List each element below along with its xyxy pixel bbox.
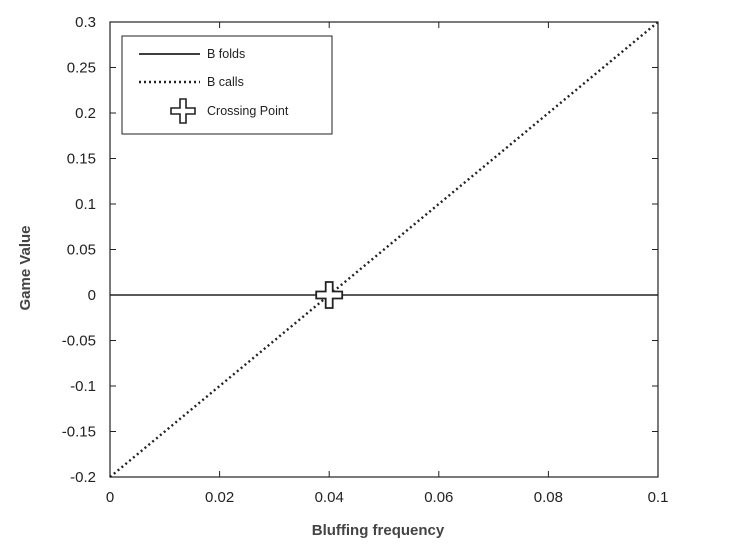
series-line-b-calls xyxy=(109,21,659,478)
y-tick-label: 0.2 xyxy=(75,105,96,122)
marker-layer xyxy=(315,281,344,309)
y-tick-label: 0 xyxy=(88,287,96,304)
x-tick-label: 0.06 xyxy=(424,489,453,506)
legend-box xyxy=(121,35,333,135)
legend-swatch-crossing-point-icon xyxy=(170,98,196,124)
x-tick-label: 0.1 xyxy=(648,489,669,506)
y-tick-label: -0.05 xyxy=(62,333,96,350)
y-tick-label: 0.3 xyxy=(75,14,96,31)
x-tick-label: 0 xyxy=(106,489,114,506)
y-tick-label: 0.05 xyxy=(67,242,96,259)
legend-label-b-calls: B calls xyxy=(207,75,244,89)
y-tick-label: -0.2 xyxy=(70,469,96,486)
x-ticks: 0 0.02 0.04 0.06 0.08 0.1 xyxy=(106,22,669,506)
legend-label-b-folds: B folds xyxy=(207,47,245,61)
y-tick-label: -0.15 xyxy=(62,424,96,441)
y-tick-label: -0.1 xyxy=(70,378,96,395)
y-tick-label: 0.25 xyxy=(67,60,96,77)
legend: B folds B calls Crossing Point xyxy=(121,35,333,135)
y-ticks: 0.3 0.25 0.2 0.15 0.1 0.05 0 -0.05 -0.1 -0.15 -0.2 xyxy=(62,14,658,486)
x-tick-label: 0.04 xyxy=(315,489,344,506)
x-axis-title: Bluffing frequency xyxy=(312,522,445,539)
x-tick-label: 0.02 xyxy=(205,489,234,506)
series-layer xyxy=(109,21,659,478)
crossing-point-marker-icon xyxy=(315,281,344,309)
y-tick-label: 0.15 xyxy=(67,151,96,168)
x-tick-label: 0.08 xyxy=(534,489,563,506)
y-tick-label: 0.1 xyxy=(75,196,96,213)
crossing-point-shape xyxy=(315,281,344,309)
legend-label-crossing-point: Crossing Point xyxy=(207,104,289,118)
y-axis-title: Game Value xyxy=(17,225,34,310)
